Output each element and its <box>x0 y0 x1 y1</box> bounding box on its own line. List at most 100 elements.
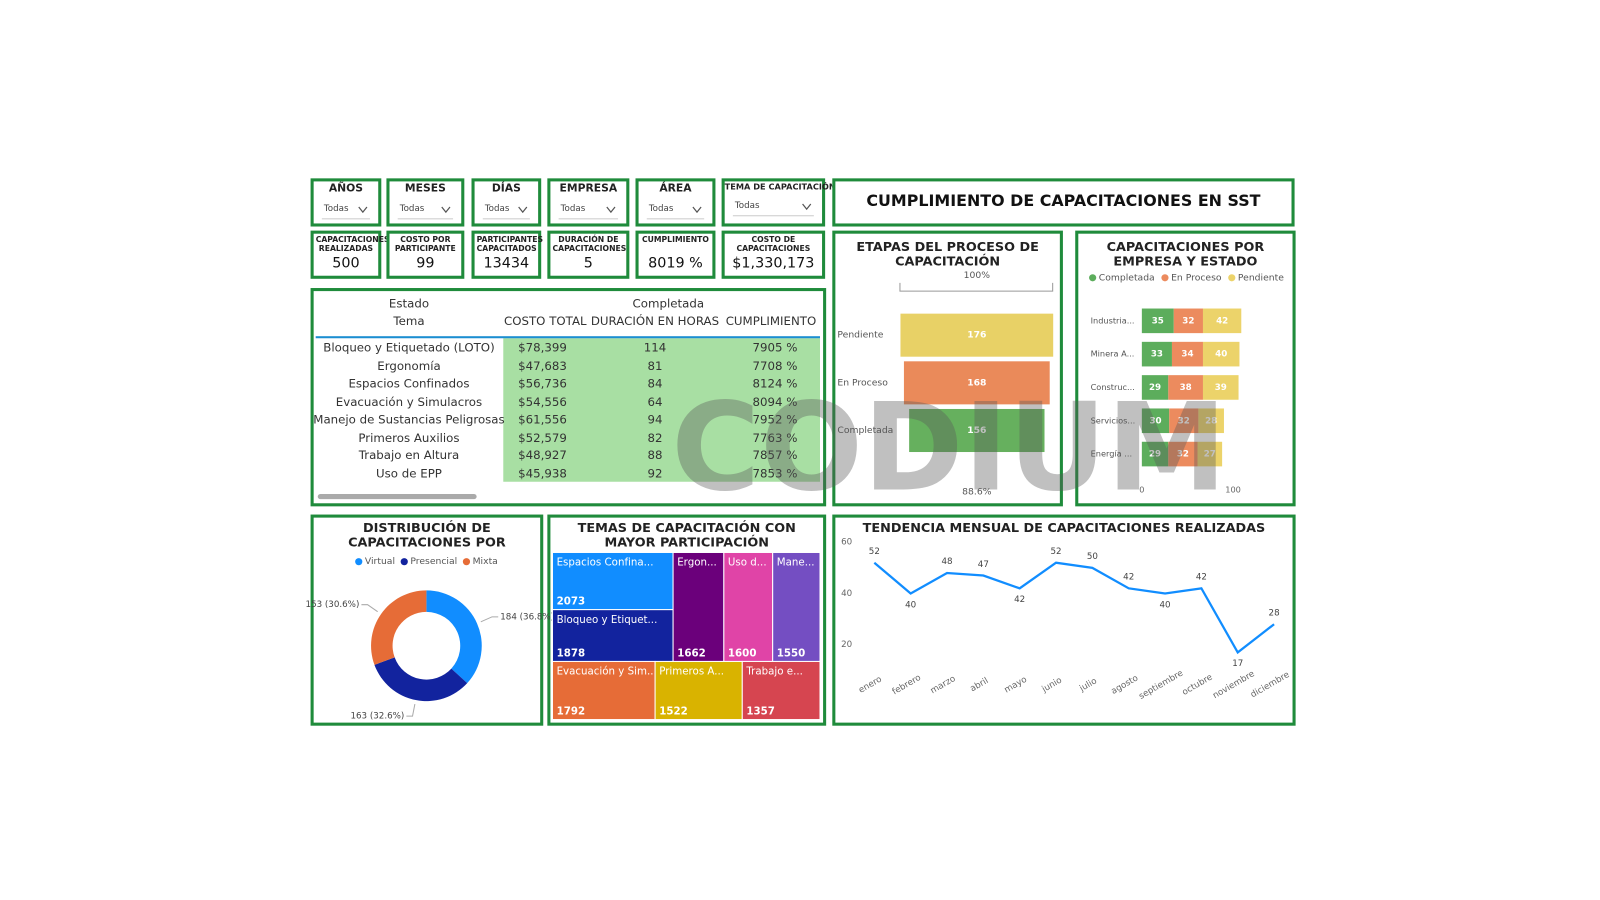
kpi-value: 99 <box>416 255 435 272</box>
cell: 8124 % <box>752 376 798 391</box>
cell: 92 <box>647 465 663 481</box>
kpi-card: COSTO POR PARTICIPANTE 99 <box>386 230 465 279</box>
column-group: Completada <box>632 296 705 311</box>
chart-card: ETAPAS DEL PROCESO DE CAPACITACIÓN <box>832 230 1063 507</box>
cell: 7857 % <box>752 447 798 463</box>
cell: $52,579 <box>518 429 567 445</box>
cell: 7708 % <box>752 358 798 373</box>
filter-label: MESES <box>404 182 446 195</box>
cell: $56,736 <box>518 376 567 391</box>
filter-value[interactable]: Todas <box>734 200 760 212</box>
row-label: Bloqueo y Etiquetado (LOTO) <box>323 340 495 355</box>
caret-shape[interactable] <box>358 206 368 214</box>
row-label: Uso de EPP <box>376 465 442 481</box>
dashboard-title: CUMPLIMIENTO DE CAPACITACIONES EN SST <box>866 191 1261 211</box>
filter-dropdown[interactable]: Todas <box>397 201 454 220</box>
filter-dropdown[interactable]: Todas <box>732 198 814 217</box>
scrollbar[interactable] <box>317 494 477 500</box>
filter-card: ÁREA Todas <box>635 178 716 227</box>
cell: $47,683 <box>518 358 567 373</box>
filter-value[interactable]: Todas <box>648 203 674 215</box>
filter-label: DÍAS <box>491 182 521 195</box>
caret-shape[interactable] <box>606 206 616 214</box>
kpi-label: COSTO POR PARTICIPANTE <box>394 234 456 254</box>
conditional-fill <box>503 338 820 482</box>
chart-title: ETAPAS DEL PROCESO DE CAPACITACIÓN <box>856 238 1039 269</box>
filter-value[interactable]: Todas <box>399 203 425 215</box>
filter-dropdown[interactable]: Todas <box>646 201 705 220</box>
filter-label: AÑOS <box>328 182 364 195</box>
cell: 84 <box>647 376 663 391</box>
chart-card: DISTRIBUCIÓN DE CAPACITACIONES POR <box>310 514 544 726</box>
dropdown-caret[interactable] <box>692 206 702 214</box>
filter-dropdown[interactable]: Todas <box>321 201 371 220</box>
cell: $54,556 <box>518 394 567 409</box>
cell: $61,556 <box>518 412 567 427</box>
filter-value[interactable]: Todas <box>323 203 349 215</box>
column-header: Tema <box>393 313 425 328</box>
header-clip: COSTO TOTAL DURACIÓN EN HORAS CUMPLIMIENTO… <box>314 291 820 393</box>
header-rule <box>315 336 820 339</box>
dropdown-caret[interactable] <box>518 206 528 214</box>
caret-shape[interactable] <box>518 206 528 214</box>
kpi-value: 13434 <box>483 255 530 272</box>
cell: 82 <box>647 429 663 445</box>
kpi-label: COSTO DE CAPACITACIONES <box>736 234 811 254</box>
cell: 7853 % <box>752 465 798 481</box>
dropdown-caret[interactable] <box>441 206 451 214</box>
filter-card: EMPRESA Todas <box>547 178 630 227</box>
filter-card: AÑOS Todas <box>310 178 382 227</box>
cell: 8094 % <box>752 394 798 409</box>
filter-label: ÁREA <box>659 182 692 195</box>
chart-title: TENDENCIA MENSUAL DE CAPACITACIONES REAL… <box>862 519 1266 536</box>
row-label: Evacuación y Simulacros <box>335 394 483 409</box>
caret-shape[interactable] <box>441 206 451 214</box>
caret-shape[interactable] <box>692 206 702 214</box>
chart-card: TENDENCIA MENSUAL DE CAPACITACIONES REAL… <box>832 514 1296 726</box>
cell: $48,927 <box>518 447 567 463</box>
kpi-card: PARTICIPANTES CAPACITADOS 13434 <box>471 230 544 279</box>
cell: 94 <box>647 412 663 427</box>
chart-card: CAPACITACIONES POR EMPRESA Y ESTADO <box>1075 230 1296 507</box>
kpi-label: CUMPLIMIENTO <box>642 234 709 244</box>
chart-title: DISTRIBUCIÓN DE CAPACITACIONES POR <box>348 519 506 550</box>
column-header: DURACIÓN EN HORAS <box>590 313 720 328</box>
filter-label: TEMA DE CAPACITACIÓN <box>724 182 836 192</box>
cell: $78,399 <box>518 340 567 355</box>
filter-card: DÍAS Todas <box>471 178 542 227</box>
title-card: CUMPLIMIENTO DE CAPACITACIONES EN SST <box>832 178 1295 227</box>
kpi-value: 500 <box>332 255 360 272</box>
filter-value[interactable]: Todas <box>484 203 510 215</box>
chart-title: CAPACITACIONES POR EMPRESA Y ESTADO <box>1106 238 1265 269</box>
kpi-value: 8019 % <box>648 255 703 272</box>
column-header: CUMPLIMIENTO % <box>725 313 820 328</box>
row-label: Trabajo en Altura <box>358 447 460 463</box>
cell: 114 <box>643 340 667 355</box>
filter-dropdown[interactable]: Todas <box>482 201 530 220</box>
kpi-value: $1,330,173 <box>732 255 815 272</box>
kpi-label: DURACIÓN DE CAPACITACIONES <box>552 234 627 254</box>
cell: 64 <box>647 394 663 409</box>
row-header: Estado <box>388 296 430 311</box>
filter-card: MESES Todas <box>386 178 465 227</box>
kpi-value: 5 <box>583 255 593 272</box>
row-label: Espacios Confinados <box>348 376 470 391</box>
filter-card: TEMA DE CAPACITACIÓN Todas <box>721 178 836 227</box>
cell: 7763 % <box>752 429 798 445</box>
dropdown-caret[interactable] <box>358 206 368 214</box>
dropdown-caret[interactable] <box>606 206 616 214</box>
filter-dropdown[interactable]: Todas <box>558 201 619 220</box>
dropdown-caret[interactable] <box>802 203 812 211</box>
matrix-table: Estado Completada Tema COSTO TOTAL DURACIÓN … <box>310 288 827 507</box>
caret-shape[interactable] <box>802 203 812 211</box>
cell: 7905 % <box>752 340 798 355</box>
kpi-label: PARTICIPANTES CAPACITADOS <box>476 234 544 254</box>
chart-card: TEMAS DE CAPACITACIÓN CON MAYOR PARTICIP… <box>547 514 827 726</box>
row-label: Manejo de Sustancias Peligrosas <box>313 412 505 427</box>
kpi-card: CUMPLIMIENTO 8019 % <box>635 230 716 279</box>
kpi-card: CAPACITACIONES REALIZADAS 500 <box>310 230 390 279</box>
cell: $45,938 <box>518 465 567 481</box>
filter-value[interactable]: Todas <box>560 203 586 215</box>
row-label: Ergonomía <box>377 358 441 373</box>
